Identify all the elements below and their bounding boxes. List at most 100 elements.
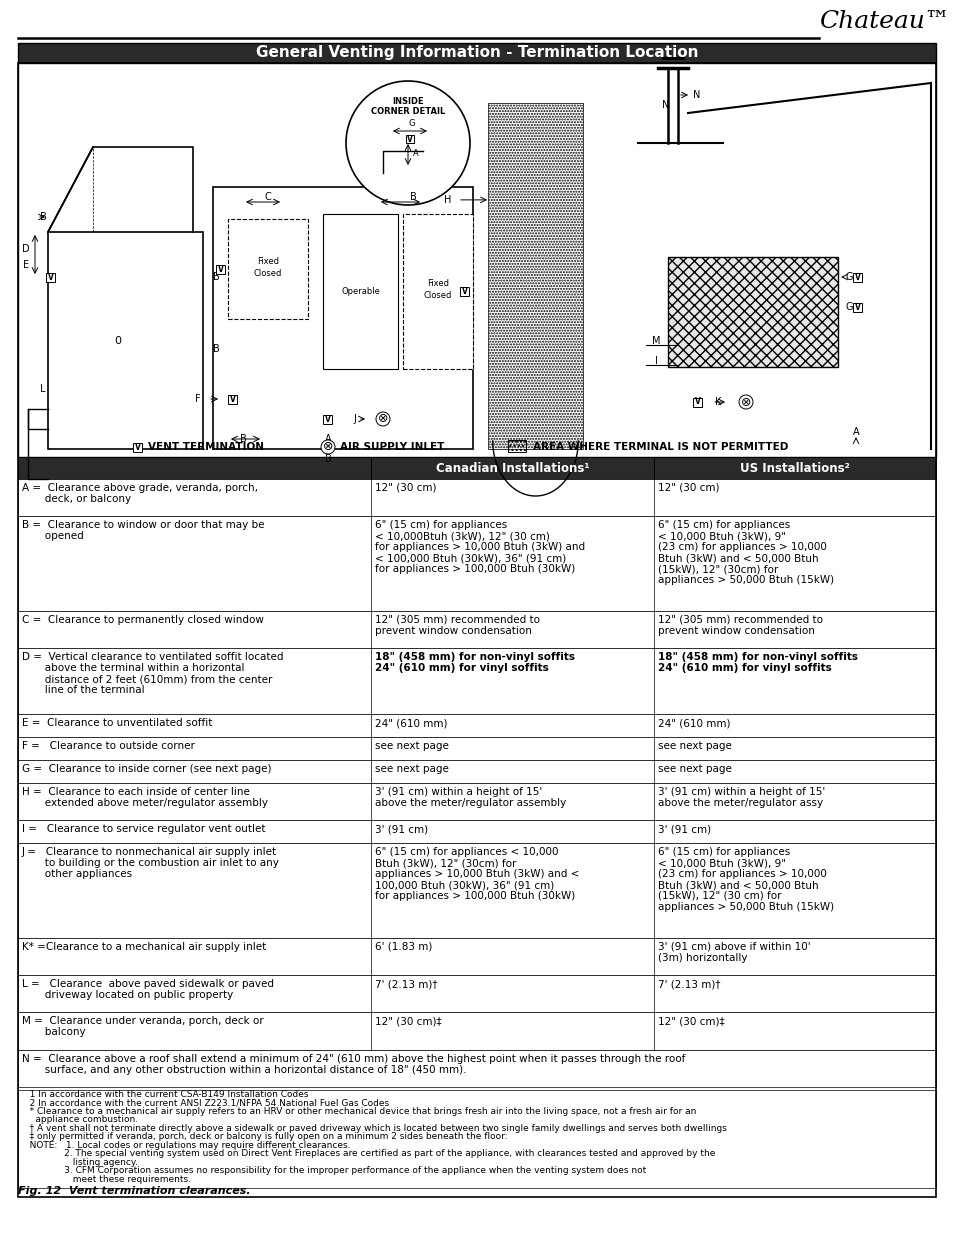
Bar <box>488 103 582 450</box>
Text: 2 In accordance with the current ANSI Z223.1/NFPA 54 National Fuel Gas Codes: 2 In accordance with the current ANSI Z2… <box>21 1098 389 1108</box>
Bar <box>402 214 473 369</box>
Text: 12" (305 mm) recommended to: 12" (305 mm) recommended to <box>375 615 539 625</box>
Text: V: V <box>854 273 860 282</box>
Bar <box>18 737 935 760</box>
Text: (3m) horizontally: (3m) horizontally <box>658 953 747 963</box>
Text: 12" (30 cm): 12" (30 cm) <box>375 483 436 493</box>
Text: see next page: see next page <box>658 741 731 751</box>
Bar <box>18 1091 935 1188</box>
Text: N =  Clearance above a roof shall extend a minimum of 24" (610 mm) above the hig: N = Clearance above a roof shall extend … <box>22 1053 684 1063</box>
Text: US Installations²: US Installations² <box>740 462 849 474</box>
Text: prevent window condensation: prevent window condensation <box>658 626 814 636</box>
Text: 6" (15 cm) for appliances: 6" (15 cm) for appliances <box>658 520 790 530</box>
Text: V: V <box>325 415 331 424</box>
Text: 0: 0 <box>114 336 121 346</box>
Text: ⊗: ⊗ <box>377 412 388 426</box>
Text: 12" (30 cm)‡: 12" (30 cm)‡ <box>658 1016 724 1026</box>
Text: 6" (15 cm) for appliances: 6" (15 cm) for appliances <box>375 520 507 530</box>
Text: B: B <box>409 191 416 203</box>
Text: G: G <box>845 303 853 312</box>
Bar <box>667 257 837 367</box>
Text: G =  Clearance to inside corner (see next page): G = Clearance to inside corner (see next… <box>22 764 272 774</box>
Text: Canadian Installations¹: Canadian Installations¹ <box>436 462 589 474</box>
Text: INSIDE: INSIDE <box>392 96 423 105</box>
Text: G: G <box>845 272 853 282</box>
Text: Closed: Closed <box>253 268 282 278</box>
Text: listing agency.: listing agency. <box>21 1158 138 1167</box>
Text: 3' (91 cm) within a height of 15': 3' (91 cm) within a height of 15' <box>375 787 542 797</box>
Text: G: G <box>408 119 415 127</box>
Text: 6" (15 cm) for appliances < 10,000: 6" (15 cm) for appliances < 10,000 <box>375 847 558 857</box>
Text: A =  Clearance above grade, veranda, porch,: A = Clearance above grade, veranda, porc… <box>22 483 257 493</box>
Text: see next page: see next page <box>375 741 449 751</box>
Text: appliances > 10,000 Btuh (3kW) and <: appliances > 10,000 Btuh (3kW) and < <box>375 869 579 879</box>
Text: 100,000 Btuh (30kW), 36" (91 cm): 100,000 Btuh (30kW), 36" (91 cm) <box>375 881 554 890</box>
Text: V: V <box>218 264 224 273</box>
Text: V: V <box>407 135 413 143</box>
Bar <box>323 415 333 424</box>
Text: extended above meter/regulator assembly: extended above meter/regulator assembly <box>22 798 268 808</box>
Text: K: K <box>714 396 720 408</box>
Text: A: A <box>852 427 859 437</box>
Text: H =  Clearance to each inside of center line: H = Clearance to each inside of center l… <box>22 787 250 797</box>
Text: Btuh (3kW) and < 50,000 Btuh: Btuh (3kW) and < 50,000 Btuh <box>658 881 818 890</box>
Circle shape <box>346 82 470 205</box>
Text: ⊗: ⊗ <box>740 395 750 409</box>
Text: 1 In accordance with the current CSA-B149 Installation Codes: 1 In accordance with the current CSA-B14… <box>21 1091 308 1099</box>
Text: meet these requirements.: meet these requirements. <box>21 1174 191 1184</box>
Text: 24" (610 mm): 24" (610 mm) <box>375 719 448 729</box>
Text: 2. The special venting system used on Direct Vent Fireplaces are certified as pa: 2. The special venting system used on Di… <box>21 1150 715 1158</box>
Text: ‡ only permitted if veranda, porch, deck or balcony is fully open on a minimum 2: ‡ only permitted if veranda, porch, deck… <box>21 1132 507 1141</box>
Text: for appliances > 10,000 Btuh (3kW) and: for appliances > 10,000 Btuh (3kW) and <box>375 542 585 552</box>
Text: F =   Clearance to outside corner: F = Clearance to outside corner <box>22 741 194 751</box>
Text: 18" (458 mm) for non-vinyl soffits: 18" (458 mm) for non-vinyl soffits <box>658 652 858 662</box>
Bar <box>18 937 935 976</box>
Text: I =   Clearance to service regulator vent outlet: I = Clearance to service regulator vent … <box>22 824 265 835</box>
Text: E =  Clearance to unventilated soffit: E = Clearance to unventilated soffit <box>22 719 213 729</box>
Text: N: N <box>692 90 700 100</box>
Text: C =  Clearance to permanently closed window: C = Clearance to permanently closed wind… <box>22 615 264 625</box>
Text: L: L <box>40 384 46 394</box>
Text: above the meter/regulator assembly: above the meter/regulator assembly <box>375 798 566 808</box>
Bar <box>18 63 935 457</box>
Text: (23 cm) for appliances > 10,000: (23 cm) for appliances > 10,000 <box>658 869 826 879</box>
Text: Fixed: Fixed <box>427 279 449 288</box>
Text: H: H <box>444 195 451 205</box>
Text: appliances > 50,000 Btuh (15kW): appliances > 50,000 Btuh (15kW) <box>658 576 834 585</box>
Bar <box>18 783 935 820</box>
Text: V: V <box>230 394 235 404</box>
Text: D: D <box>22 245 30 254</box>
Text: < 10,000 Btuh (3kW), 9": < 10,000 Btuh (3kW), 9" <box>658 858 785 868</box>
Text: distance of 2 feet (610mm) from the center: distance of 2 feet (610mm) from the cent… <box>22 674 273 684</box>
Bar <box>323 214 397 369</box>
Text: 6" (15 cm) for appliances: 6" (15 cm) for appliances <box>658 847 790 857</box>
Bar <box>18 611 935 648</box>
Text: other appliances: other appliances <box>22 869 132 879</box>
Circle shape <box>320 440 335 454</box>
Bar <box>216 264 225 273</box>
Text: < 10,000 Btuh (3kW), 9": < 10,000 Btuh (3kW), 9" <box>658 531 785 541</box>
Text: L =   Clearance  above paved sidewalk or paved: L = Clearance above paved sidewalk or pa… <box>22 979 274 989</box>
Text: (15kW), 12" (30 cm) for: (15kW), 12" (30 cm) for <box>658 890 781 902</box>
Text: 3' (91 cm) above if within 10': 3' (91 cm) above if within 10' <box>658 942 810 952</box>
Bar <box>47 273 55 282</box>
Text: 12" (30 cm): 12" (30 cm) <box>658 483 719 493</box>
Text: to building or the combustion air inlet to any: to building or the combustion air inlet … <box>22 858 278 868</box>
Text: < 10,000Btuh (3kW), 12" (30 cm): < 10,000Btuh (3kW), 12" (30 cm) <box>375 531 550 541</box>
Text: CORNER DETAIL: CORNER DETAIL <box>371 106 445 116</box>
Text: D =  Vertical clearance to ventilated soffit located: D = Vertical clearance to ventilated sof… <box>22 652 283 662</box>
Text: AIR SUPPLY INLET: AIR SUPPLY INLET <box>339 442 444 452</box>
Bar <box>18 760 935 783</box>
Bar <box>406 135 414 143</box>
Bar <box>18 457 935 479</box>
Text: 12" (30 cm)‡: 12" (30 cm)‡ <box>375 1016 441 1026</box>
Text: (23 cm) for appliances > 10,000: (23 cm) for appliances > 10,000 <box>658 542 826 552</box>
Text: above the terminal within a horizontal: above the terminal within a horizontal <box>22 663 244 673</box>
Text: Btuh (3kW) and < 50,000 Btuh: Btuh (3kW) and < 50,000 Btuh <box>658 553 818 563</box>
Text: see next page: see next page <box>375 764 449 774</box>
Text: prevent window condensation: prevent window condensation <box>375 626 532 636</box>
Text: J =   Clearance to nonmechanical air supply inlet: J = Clearance to nonmechanical air suppl… <box>22 847 276 857</box>
Text: 7' (2.13 m)†: 7' (2.13 m)† <box>658 979 720 989</box>
Text: 24" (610 mm) for vinyl soffits: 24" (610 mm) for vinyl soffits <box>658 663 831 673</box>
Text: VENT TERMINATION: VENT TERMINATION <box>148 442 264 452</box>
